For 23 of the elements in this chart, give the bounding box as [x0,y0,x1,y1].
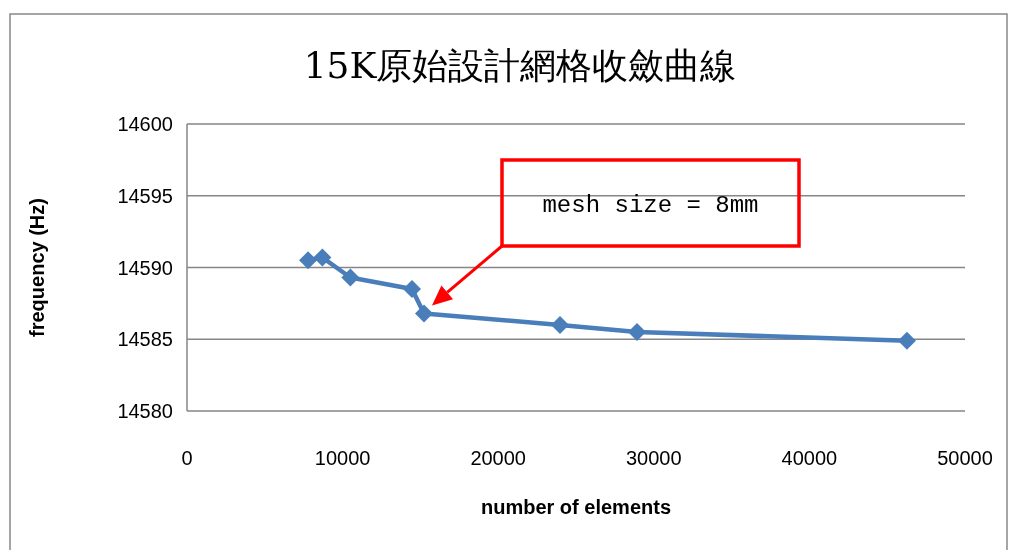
x-tick-label: 0 [181,447,193,469]
point [414,304,433,323]
y-tick-label: 14595 [117,184,173,207]
x-tick-label: 40000 [781,447,838,469]
point [628,323,646,342]
annotation: mesh size = 8mm [542,192,759,219]
point [341,268,360,287]
point [403,280,421,299]
point [313,248,332,267]
y-tick-label: 14590 [117,256,173,279]
y-tick-label: 14600 [117,113,173,135]
chart-title: 15K原始設計網格收斂曲線 [303,45,737,86]
x-tick-label: 20000 [470,447,527,469]
x-tick-label: 10000 [314,447,371,469]
y-axis-title: frequency (Hz) [26,198,48,337]
x-tick-label: 30000 [625,447,682,469]
x-tick-label: 50000 [937,447,993,469]
point [550,315,569,334]
point [299,251,318,270]
x-axis-title: number of elements [480,496,672,518]
y-tick-label: 14585 [117,328,173,351]
point [897,331,916,350]
y-tick-label: 14580 [117,400,173,422]
